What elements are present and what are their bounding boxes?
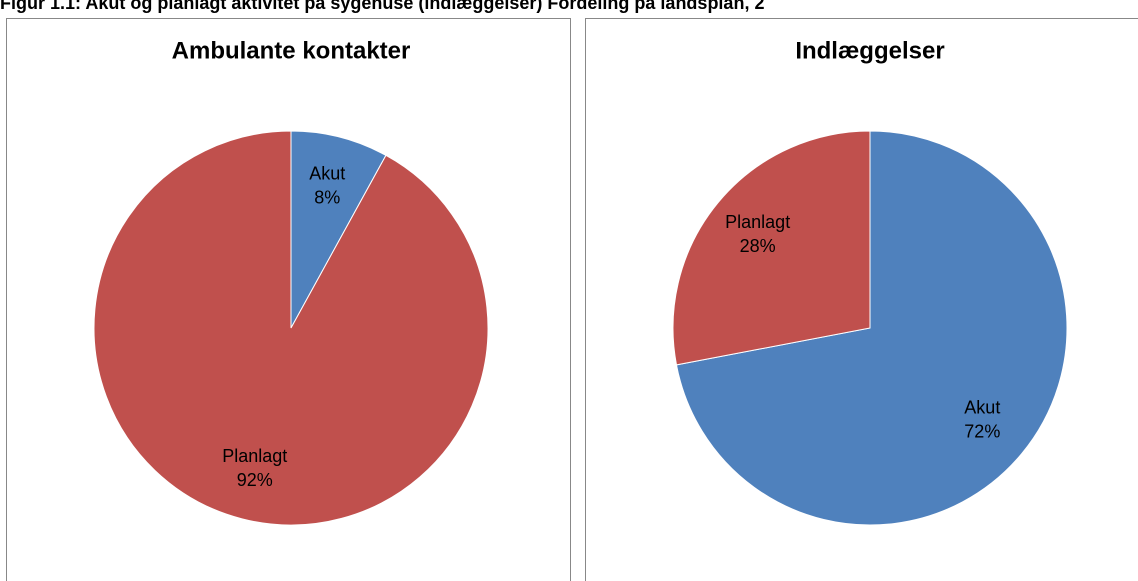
- slice-category: Planlagt: [222, 446, 287, 466]
- figure-title: Figur 1.1: Akut og planlagt aktivitet på…: [0, 0, 764, 13]
- slice-value-label: 8%: [314, 188, 340, 208]
- pie-slice: [675, 130, 1068, 526]
- slice-value-label: 28%: [740, 236, 776, 256]
- slice-value-label: 92%: [237, 470, 273, 490]
- slice-category: Akut: [964, 398, 1000, 418]
- chart-title: Indlæggelser: [795, 37, 944, 64]
- chart-title: Ambulante kontakter: [172, 37, 411, 64]
- panel-border: [585, 18, 1138, 581]
- slice-category: Akut: [309, 164, 345, 184]
- slice-category: Planlagt: [725, 212, 790, 232]
- pie-slice: [672, 130, 871, 366]
- pie-slice: [93, 130, 489, 526]
- panel-border: [6, 18, 571, 581]
- pie-slice: [290, 130, 387, 329]
- slice-value-label: 72%: [964, 422, 1000, 442]
